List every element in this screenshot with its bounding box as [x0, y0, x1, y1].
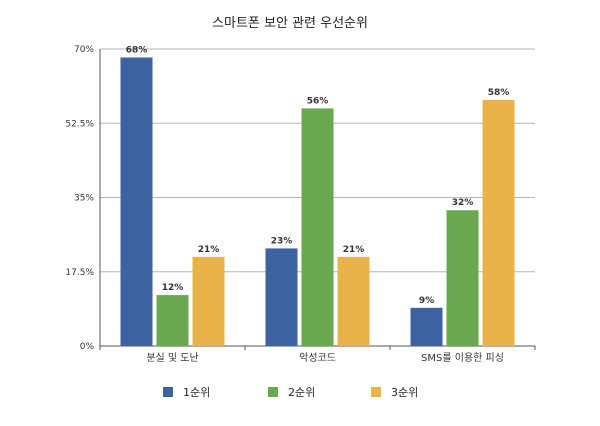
legend-swatch [371, 387, 381, 397]
bar [446, 210, 479, 346]
legend-label: 3순위 [391, 386, 418, 399]
x-category-label: 분실 및 도난 [146, 352, 198, 364]
bar [410, 307, 443, 346]
bar [265, 248, 298, 346]
data-label: 32% [452, 198, 474, 208]
data-label: 23% [271, 236, 293, 246]
bar [301, 108, 334, 347]
legend-label: 1순위 [183, 386, 210, 399]
bar [120, 57, 153, 346]
chart-title: 스마트폰 보안 관련 우선순위 [212, 16, 368, 31]
legend: 1순위 2순위 3순위 [163, 386, 418, 399]
bar [337, 256, 370, 346]
legend-label: 2순위 [288, 386, 315, 399]
x-category-label: 악성코드 [299, 352, 336, 364]
bars [120, 57, 515, 347]
data-label: 56% [307, 96, 329, 106]
bar [482, 99, 515, 347]
y-tick-label: 17.5% [65, 268, 94, 278]
data-label: 21% [343, 245, 365, 255]
data-label: 58% [488, 88, 510, 98]
bar [192, 256, 225, 346]
legend-swatch [268, 387, 278, 397]
y-tick-label: 52.5% [65, 119, 94, 129]
data-label: 12% [162, 283, 184, 293]
x-category-label: SMS를 이용한 피싱 [421, 352, 504, 364]
y-tick-label: 0% [80, 342, 95, 352]
y-tick-label: 70% [74, 45, 94, 55]
axes: 0% 17.5% 35% 52.5% 70% 분실 및 도난 악성코드 SMS를 이용한 피싱 [65, 45, 536, 364]
data-label: 9% [419, 296, 434, 306]
data-labels: 68% 12% 21% 23% 56% 21% 9% 32% 58% [126, 45, 510, 305]
y-tick-label: 35% [74, 194, 94, 204]
data-label: 68% [126, 45, 148, 55]
bar [156, 295, 189, 346]
data-label: 21% [198, 245, 220, 255]
legend-swatch [163, 387, 173, 397]
